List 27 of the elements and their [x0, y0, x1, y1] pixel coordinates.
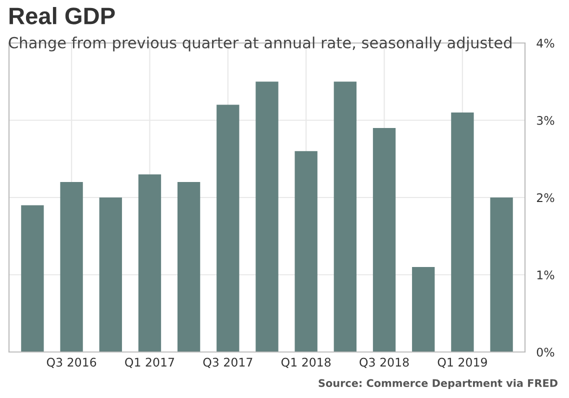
x-tick-label: Q1 2019: [438, 358, 487, 368]
y-tick-label: 1%: [537, 270, 554, 280]
y-tick-label: 4%: [536, 38, 554, 48]
y-tick-label: 0%: [536, 348, 554, 357]
bar: [177, 182, 200, 352]
bar: [334, 82, 357, 352]
chart-subtitle: Change from previous quarter at annual rate, seasonally adjusted: [8, 36, 512, 52]
source-note: Source: Commerce Department via FRED: [318, 378, 558, 390]
y-tick-label: 2%: [536, 193, 554, 202]
x-tick-label: Q1 2018: [281, 358, 331, 368]
x-tick-label: Q1 2017: [125, 358, 174, 368]
x-tick-label: Q3 2017: [203, 358, 252, 368]
bar: [256, 82, 278, 352]
bar: [372, 128, 396, 352]
y-tick-label: 3%: [537, 116, 554, 125]
bar: [216, 104, 240, 352]
bar: [60, 182, 83, 352]
x-tick-label: Q3 2016: [46, 358, 96, 368]
bar: [412, 267, 435, 352]
bar: [99, 198, 122, 352]
bar: [294, 151, 318, 352]
x-tick-label: Q3 2018: [360, 358, 409, 368]
chart-title: Real GDP: [10, 6, 115, 24]
bar: [451, 112, 474, 352]
bar: [138, 174, 162, 352]
bar: [21, 205, 44, 352]
bar: [490, 198, 513, 352]
